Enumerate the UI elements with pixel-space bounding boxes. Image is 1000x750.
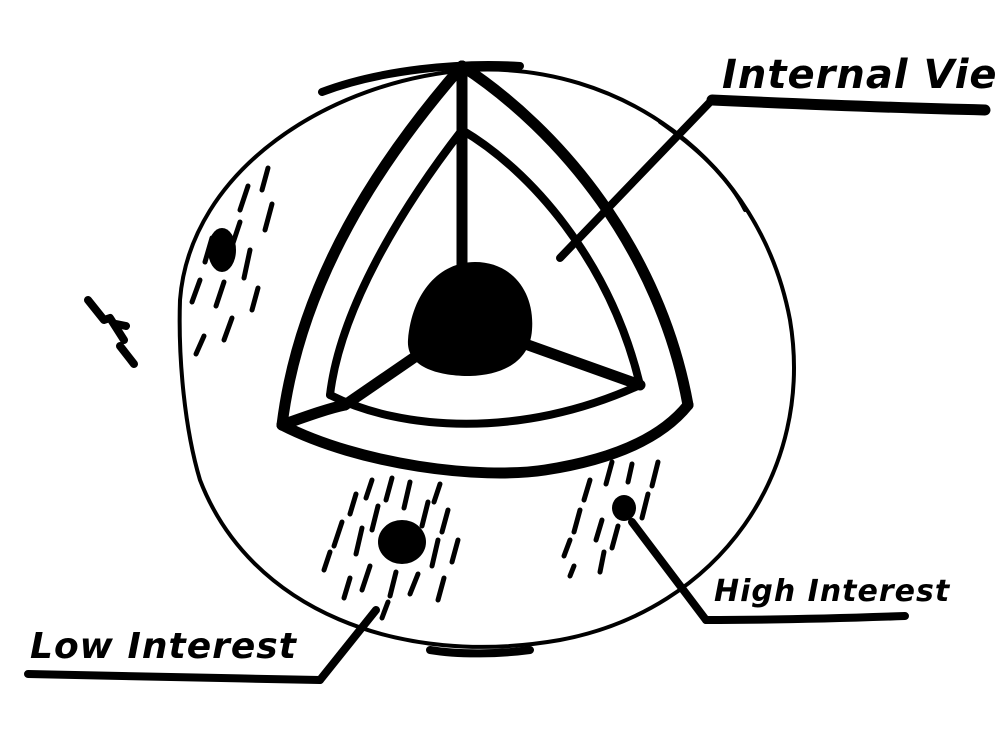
high-interest-hatching [561,459,661,579]
low-interest-leader [24,606,380,684]
stray-mark [84,296,138,368]
internal-view-leader [556,94,991,262]
internal-view-label: Internal View [722,52,1000,98]
low-interest-hatching [321,475,461,621]
core [407,262,533,376]
high-interest-label: High Interest [714,574,951,609]
outer-sphere [177,61,796,658]
left-interest-hatching [189,165,275,357]
low-interest-label: Low Interest [30,626,297,667]
high-interest-leader [628,518,909,624]
cutaway-section [276,60,694,479]
